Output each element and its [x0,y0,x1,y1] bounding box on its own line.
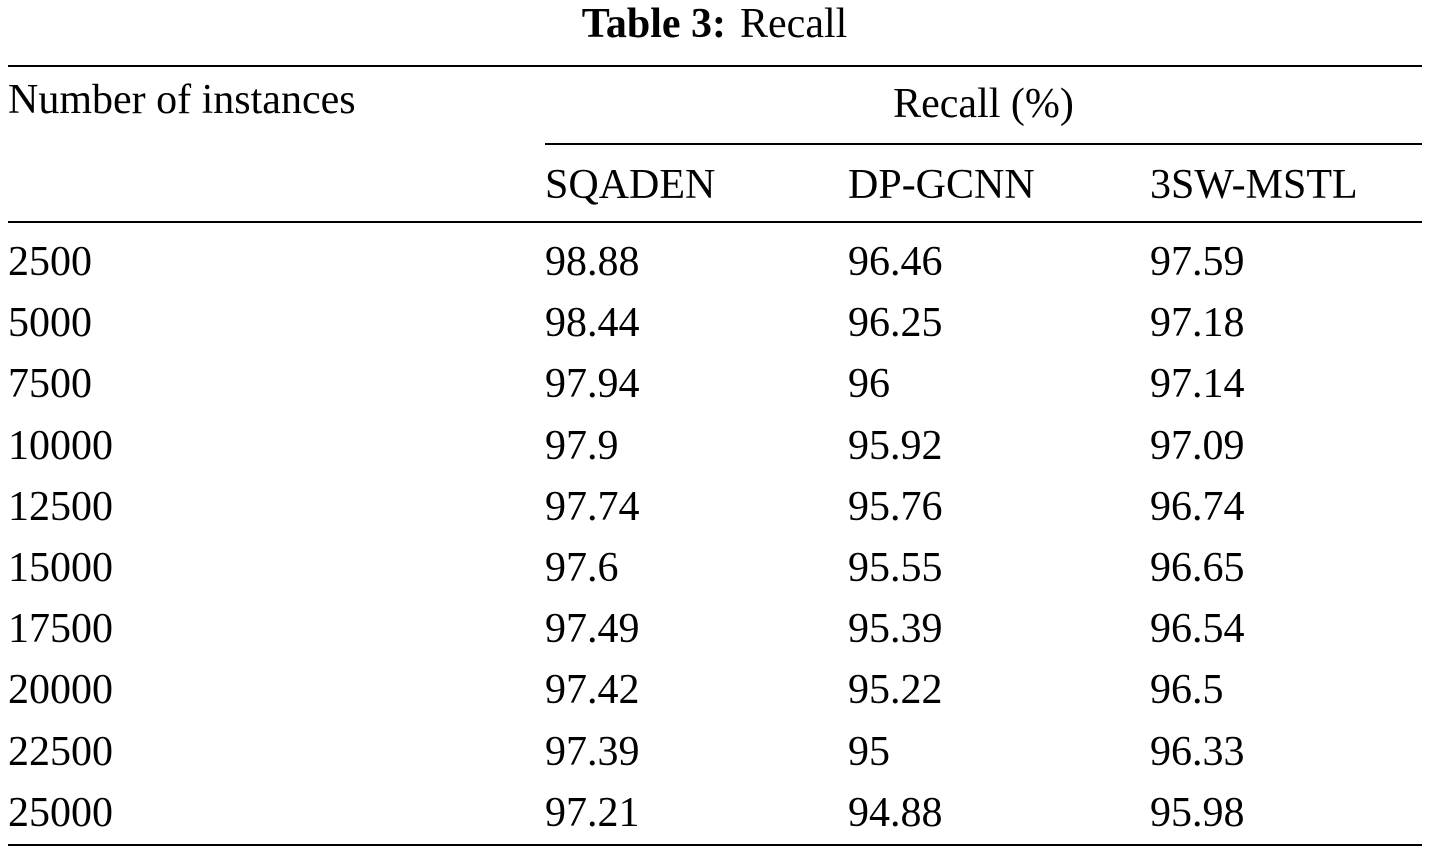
cell: 95.92 [848,422,943,469]
cell: 95 [848,728,890,775]
cell: 95.39 [848,606,943,653]
caption-title: Recall [740,1,848,47]
cell: 94.88 [848,789,943,836]
cell: 97.18 [1150,300,1245,347]
cell: 97.74 [545,483,640,530]
cell: 95.22 [848,667,943,714]
row-label: 17500 [8,606,113,653]
cell: 97.9 [545,422,619,469]
column-header: 3SW-MSTL [1150,162,1358,208]
column-header: SQADEN [545,162,716,208]
cell: 96.46 [848,239,943,285]
cell: 97.14 [1150,361,1245,408]
column-header: DP-GCNN [848,162,1035,208]
row-label: 20000 [8,667,113,714]
row-label: 10000 [8,422,113,469]
cell: 96.54 [1150,606,1245,653]
cell: 97.09 [1150,422,1245,469]
top-rule [8,65,1422,67]
cell: 96.33 [1150,728,1245,775]
cell: 97.59 [1150,239,1245,285]
cell: 98.44 [545,300,640,347]
row-label: 7500 [8,361,92,408]
cell: 97.21 [545,789,640,836]
cell: 96.74 [1150,483,1245,530]
caption-label: Table 3: [581,1,727,47]
cell: 97.49 [545,606,640,653]
row-label: 25000 [8,789,113,836]
cell: 97.6 [545,545,619,591]
cell: 95.55 [848,545,943,591]
row-label: 12500 [8,483,113,530]
group-rule [545,143,1422,145]
row-label: 22500 [8,728,113,775]
cell: 98.88 [545,239,640,285]
cell: 96.5 [1150,667,1224,714]
bottom-rule [8,844,1422,846]
group-header: Recall (%) [893,81,1074,127]
cell: 95.98 [1150,789,1245,836]
row-label: 2500 [8,239,92,285]
row-label: 15000 [8,545,113,591]
table-caption: Table 3: Recall [0,0,1429,48]
cell: 97.42 [545,667,640,714]
cell: 95.76 [848,483,943,530]
cell: 97.39 [545,728,640,775]
cell: 96.65 [1150,545,1245,591]
cell: 97.94 [545,361,640,408]
row-header: Number of instances [8,77,356,123]
cell: 96 [848,361,890,408]
row-label: 5000 [8,300,92,347]
header-rule [8,221,1422,223]
cell: 96.25 [848,300,943,347]
